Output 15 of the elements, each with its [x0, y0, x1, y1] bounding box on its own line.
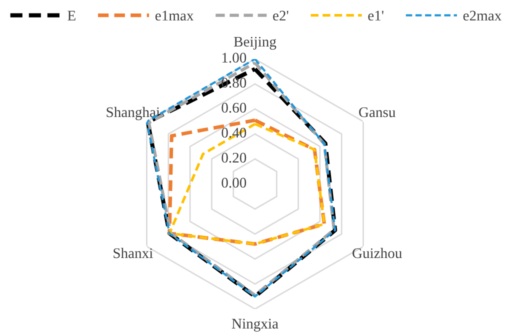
spoke-label: Shanghai	[106, 106, 160, 120]
y-tick-label: 1.00	[222, 52, 246, 63]
legend-label: e1'	[368, 10, 384, 21]
legend-label: E	[68, 10, 76, 20]
legend-label: e2'	[273, 10, 288, 21]
spoke-label: Ningxia	[232, 318, 278, 332]
y-tick-label: 0.60	[222, 102, 246, 113]
legend-label: e2max	[463, 10, 502, 21]
spoke-label: Guizhou	[352, 248, 402, 258]
spoke-label: Gansu	[359, 107, 396, 118]
y-tick-label: 0.00	[222, 178, 246, 188]
spoke-label: Shanxi	[114, 248, 153, 258]
legend-label: e1max	[155, 10, 194, 21]
spoke-label: Beijing	[234, 36, 276, 50]
y-tick-label: 0.20	[222, 152, 246, 163]
